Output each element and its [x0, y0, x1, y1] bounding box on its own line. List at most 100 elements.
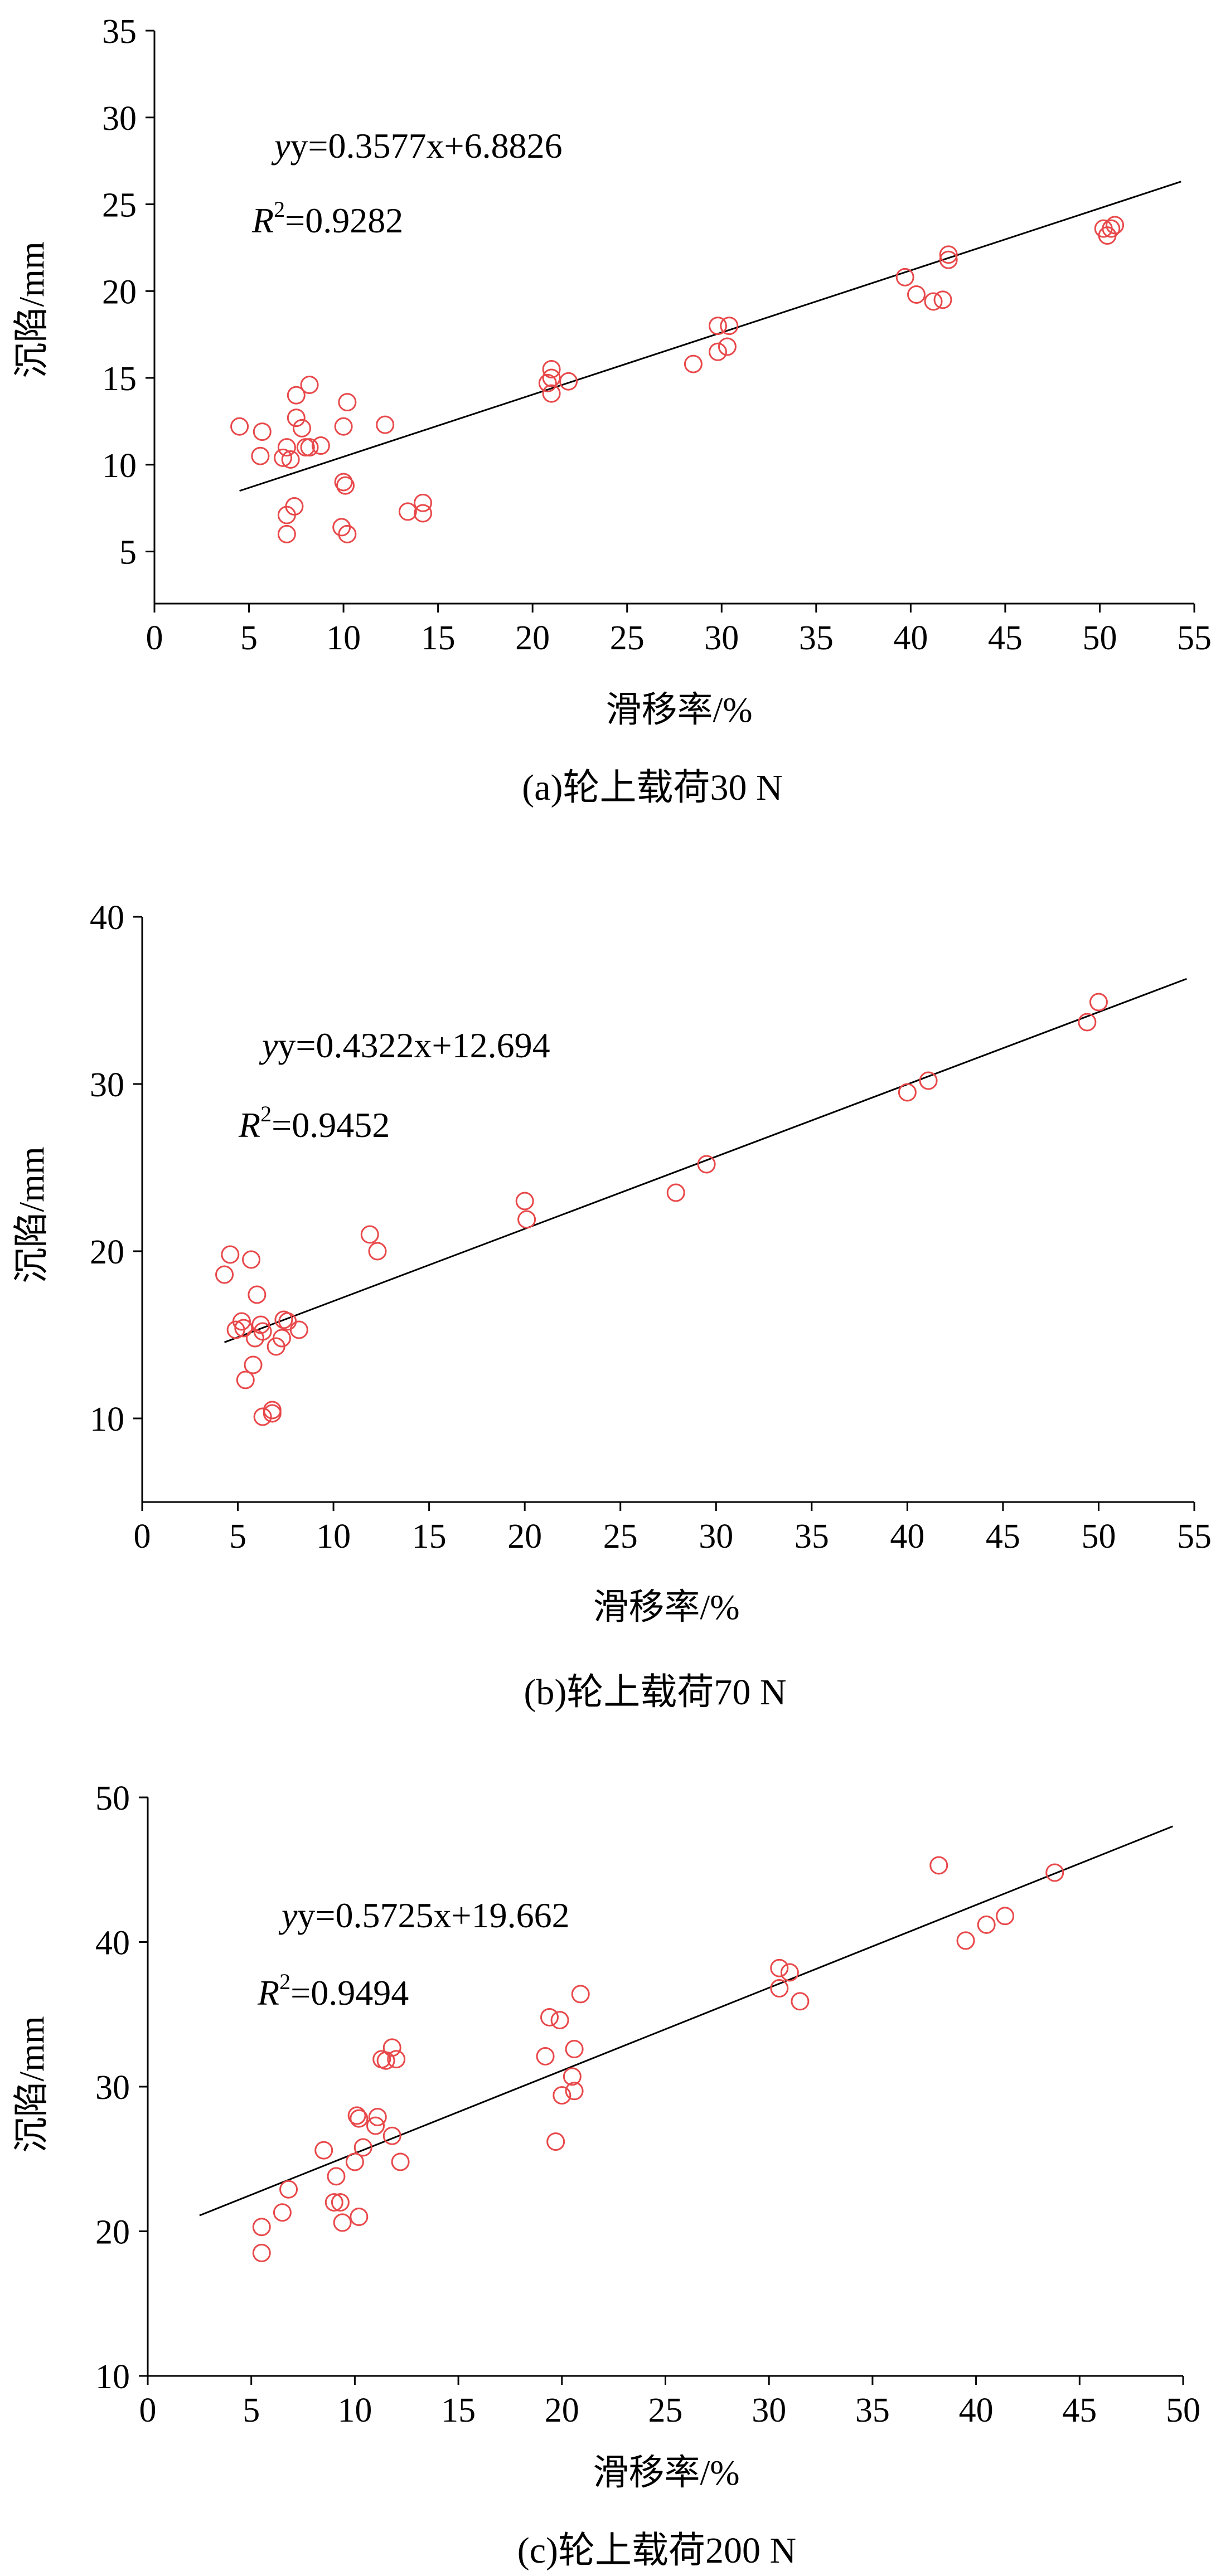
panel-b-equation-text: y=0.4322x+12.694 [278, 1025, 550, 1065]
panel-a-data-point [338, 393, 357, 412]
panel-a-y-axis-title: 沉陷/mm [12, 241, 51, 378]
panel-b-r-squared: R2=0.9452 [238, 1101, 390, 1145]
panel-a-data-point [414, 493, 433, 512]
panel-c-y-tick-label: 30 [95, 2069, 130, 2107]
panel-c-data-point [345, 2152, 364, 2171]
panel-c-x-tick-label: 25 [648, 2392, 683, 2429]
panel-b-data-point [289, 1320, 308, 1339]
panel-b-regression-line [224, 978, 1187, 1343]
panel-a-data-point [559, 372, 578, 391]
panel-a-data-point [300, 438, 319, 457]
panel-c-x-tick-label: 5 [243, 2392, 260, 2429]
panel-a-regression-equation: yy=0.3577x+6.8826 [271, 126, 563, 166]
panel-c-x-tick-label: 0 [139, 2392, 157, 2429]
panel-a-regression-line [239, 181, 1181, 492]
panel-a-x-tick-label: 10 [326, 619, 361, 657]
panel-a-data-points [230, 216, 1125, 543]
panel-c-data-point [327, 2167, 346, 2186]
panel-a-r2-value: =0.9282 [285, 201, 403, 240]
panel-b-x-tick-label: 40 [890, 1518, 924, 1556]
panel-c-data-point [252, 2243, 271, 2262]
panel-a-data-point [334, 473, 353, 492]
panel-a-data-point [300, 375, 319, 394]
panel-a-data-point [274, 448, 293, 467]
panel-c-data-point [770, 1979, 789, 1998]
panel-a-data-point [277, 524, 296, 543]
panel-b-x-tick-label: 10 [316, 1518, 351, 1556]
panel-c-data-point [252, 2218, 271, 2237]
panel-c-y-tick-label: 10 [95, 2358, 130, 2396]
panel-a-y-tick-label: 30 [102, 100, 137, 138]
panel-a-x-tick-label: 5 [240, 619, 258, 657]
panel-a-x-tick-label: 45 [988, 619, 1023, 657]
panel-c-data-point [540, 2008, 559, 2026]
panel-c: 0 5 10 15 20 25 30 35 40 45 50 10 20 30 40 50 yy=0.5725… [12, 1780, 1200, 2571]
panel-a-data-point [336, 476, 355, 495]
panel-a-x-tick-label: 40 [893, 619, 928, 657]
panel-c-data-point [387, 2050, 406, 2069]
panel-c-y-axis-title: 沉陷/mm [12, 2016, 51, 2152]
panel-a-data-point [338, 524, 357, 543]
panel-b-x-tick-label: 30 [699, 1518, 733, 1556]
panel-a-data-point [933, 290, 952, 309]
panel-b-x-tick-label: 20 [507, 1518, 542, 1556]
panel-a-data-point [720, 317, 739, 336]
panel-a-data-point [398, 502, 417, 521]
panel-b-data-point [236, 1370, 255, 1389]
panel-c-r2-value: =0.9494 [290, 1973, 409, 2013]
panel-b-r2-value: =0.9452 [272, 1105, 390, 1145]
panel-a-data-point [334, 417, 353, 436]
panel-a-data-point [684, 354, 703, 373]
panel-c-data-point [350, 2208, 369, 2227]
panel-b-data-point [1089, 993, 1108, 1012]
panel-c-data-point [273, 2203, 292, 2222]
panel-b-data-point [251, 1315, 270, 1334]
panel-b-data-point [253, 1322, 272, 1341]
panel-b-y-tick-label: 20 [90, 1233, 124, 1271]
panel-c-x-tick-label: 45 [1062, 2392, 1097, 2429]
panel-a-data-point [542, 359, 561, 378]
panel-a-y-tick-label: 5 [119, 534, 137, 572]
panel-c-data-point [536, 2047, 555, 2066]
panel-c-data-point [1045, 1863, 1064, 1882]
panel-b-data-point [253, 1407, 272, 1426]
panel-b-tick-labels: 0 5 10 15 20 25 30 35 40 45 50 55 10 20 30 40 [90, 899, 1211, 1556]
panel-c-data-point [565, 2040, 584, 2059]
panel-b-x-tick-label: 5 [229, 1518, 246, 1556]
panel-a-data-point [907, 285, 926, 304]
panel-c-x-tick-label: 50 [1166, 2392, 1200, 2429]
panel-a-x-tick-label: 25 [610, 619, 645, 657]
panel-c-tick-labels: 0 5 10 15 20 25 30 35 40 45 50 10 20 30 40 50 [95, 1780, 1200, 2429]
panel-c-r2-label: R [257, 1973, 279, 2013]
panel-a-y-tick-label: 10 [102, 447, 137, 485]
panel-c-x-tick-label: 30 [752, 2392, 786, 2429]
panel-a-data-point [253, 422, 272, 441]
panel-a-x-tick-label: 35 [799, 619, 834, 657]
panel-b-data-point [215, 1265, 234, 1284]
panel-c-data-point [929, 1856, 948, 1875]
panel-a-data-point [939, 250, 958, 269]
panel-a-x-axis-title: 滑移率/% [606, 690, 752, 730]
panel-a-data-point [708, 342, 727, 361]
panel-a-data-point [708, 317, 727, 336]
panel-c-data-point [780, 1963, 799, 1982]
panel-b-x-tick-label: 45 [986, 1518, 1020, 1556]
panel-b-data-point [244, 1355, 263, 1374]
panel-c-x-tick-label: 35 [855, 2392, 890, 2429]
panel-c-regression-equation: yy=0.5725x+19.662 [278, 1895, 570, 1935]
panel-a-x-tick-label: 50 [1082, 619, 1117, 657]
panel-a-caption: (a)轮上载荷30 N [522, 767, 782, 808]
panel-c-data-point [353, 2138, 372, 2157]
panel-b-regression-equation: yy=0.4322x+12.694 [259, 1025, 550, 1065]
panel-a-data-point [538, 373, 557, 392]
panel-b: 0 5 10 15 20 25 30 35 40 45 50 55 10 20 30 40 yy=0.4322… [12, 899, 1211, 1713]
panel-c-data-point [956, 1931, 975, 1950]
panel-c-data-point [546, 2132, 565, 2151]
panel-a-r-squared: R2=0.9282 [251, 197, 403, 240]
panel-a-data-point [939, 245, 958, 264]
panel-a-data-point [414, 504, 433, 523]
panel-a-r2-sup: 2 [274, 197, 285, 222]
panel-b-y-axis-title: 沉陷/mm [12, 1146, 51, 1283]
panel-a-x-tick-label: 15 [421, 619, 456, 657]
panel-b-x-tick-label: 35 [795, 1518, 829, 1556]
